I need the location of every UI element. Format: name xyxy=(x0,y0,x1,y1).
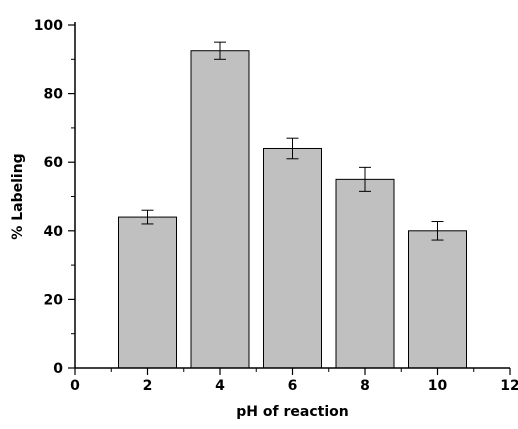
error-bars-layer xyxy=(141,41,444,241)
bar-ph-2 xyxy=(118,216,177,369)
error-bar-ph-6 xyxy=(286,137,299,160)
x-tick-label: 4 xyxy=(215,378,225,394)
y-tick-label: 100 xyxy=(34,18,63,34)
x-tick-label: 0 xyxy=(70,378,80,394)
error-bar-ph-4 xyxy=(214,41,226,60)
error-bar-ph-10 xyxy=(431,221,444,241)
y-tick-label: 40 xyxy=(44,224,64,240)
y-tick-label: 20 xyxy=(44,292,64,308)
x-axis-title: pH of reaction xyxy=(236,404,348,420)
x-tick-label: 10 xyxy=(428,378,448,394)
bar-ph-10 xyxy=(408,230,467,369)
bar-ph-4 xyxy=(190,50,250,369)
x-tick-label: 12 xyxy=(500,378,518,394)
y-tick-label: 80 xyxy=(44,87,64,103)
x-tick-label: 8 xyxy=(360,378,370,394)
bar-ph-6 xyxy=(263,147,322,369)
x-tick-label: 2 xyxy=(143,378,153,394)
bars-layer xyxy=(118,50,467,369)
error-bar-ph-2 xyxy=(141,209,154,225)
y-tick-label: 60 xyxy=(44,155,64,171)
x-tick-label: 6 xyxy=(288,378,298,394)
y-axis-title: % Labeling xyxy=(10,153,26,239)
error-bar-ph-8 xyxy=(359,166,371,192)
bar-ph-8 xyxy=(335,178,395,369)
ticks-layer: 0 2 4 6 8 10 12 0 20 40 60 80 100 xyxy=(34,18,518,394)
y-tick-label: 0 xyxy=(53,361,63,377)
